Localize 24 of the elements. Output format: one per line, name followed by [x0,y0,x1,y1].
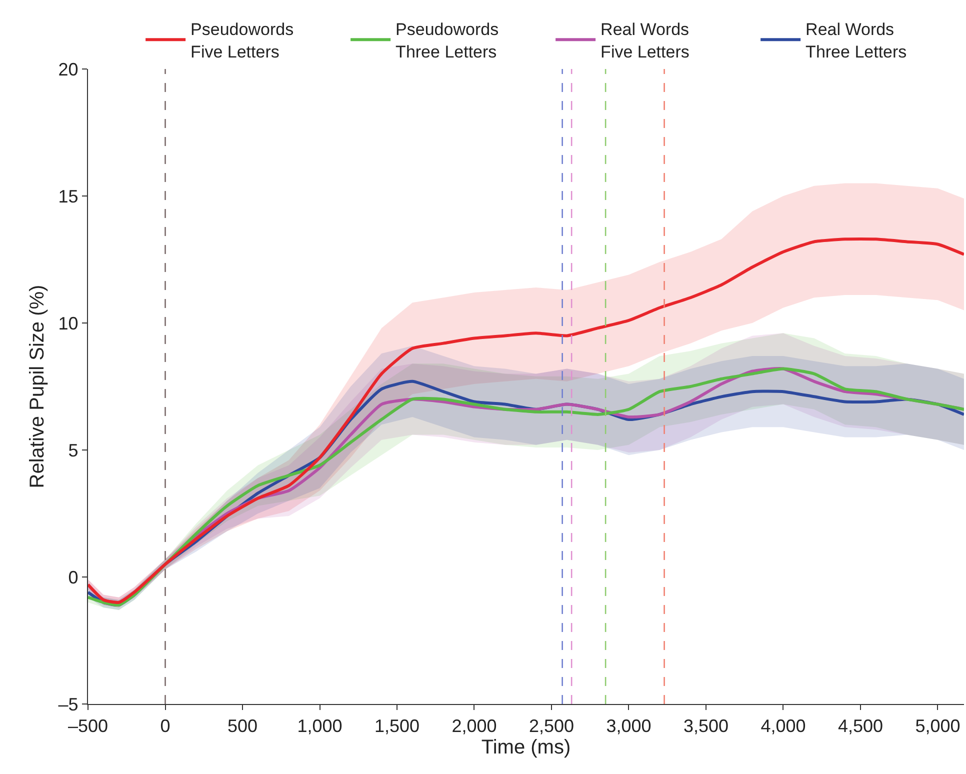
x-tick-label: 0 [160,716,170,736]
y-tick-label: 0 [68,567,78,588]
y-tick-label: 5 [68,440,78,460]
x-tick-label: 4,000 [760,716,806,736]
x-tick-label: –500 [68,716,108,736]
x-tick-label: 4,500 [838,716,884,736]
legend-label: Pseudowords Three Letters [396,20,499,62]
y-tick-label: –5 [58,694,78,714]
x-tick-label: 1,500 [374,716,420,736]
x-tick-label: 3,500 [683,716,729,736]
y-axis-title: Relative Pupil Size (%) [26,284,49,488]
x-tick-label: 2,500 [528,716,574,736]
x-tick-label: 5,000 [915,716,960,736]
legend-label: Real Words Five Letters [600,20,690,62]
x-axis-title: Time (ms) [481,736,571,758]
legend-label: Real Words Three Letters [806,20,907,62]
y-tick-label: 20 [58,59,78,80]
x-tick-label: 2,000 [452,716,497,736]
x-tick-label: 500 [227,716,258,736]
x-tick-label: 3,000 [606,716,652,736]
x-tick-label: 1,000 [297,716,342,736]
y-tick-label: 10 [58,313,78,334]
y-tick-label: 15 [58,186,78,206]
legend-label: Pseudowords Five Letters [190,20,294,62]
